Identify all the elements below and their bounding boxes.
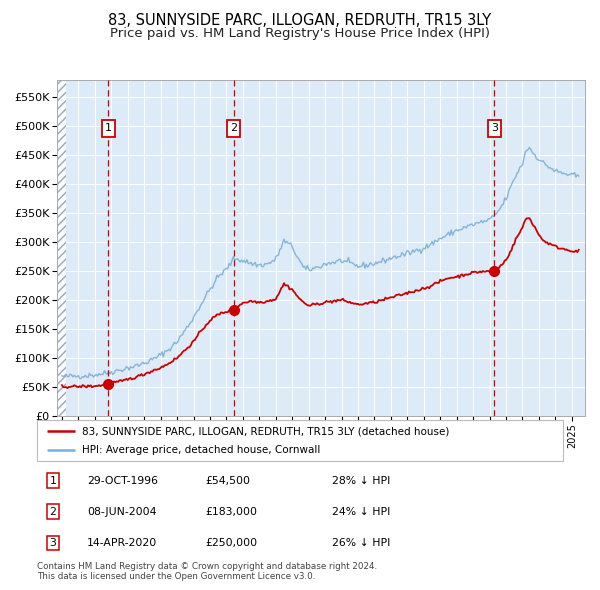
Text: 08-JUN-2004: 08-JUN-2004	[87, 507, 157, 517]
Text: 1: 1	[105, 123, 112, 133]
Bar	[57, 80, 66, 416]
Text: 2: 2	[50, 507, 56, 517]
Text: Price paid vs. HM Land Registry's House Price Index (HPI): Price paid vs. HM Land Registry's House …	[110, 27, 490, 40]
Text: £54,500: £54,500	[205, 476, 250, 486]
Text: 24% ↓ HPI: 24% ↓ HPI	[332, 507, 390, 517]
Text: £250,000: £250,000	[205, 538, 257, 548]
Text: 83, SUNNYSIDE PARC, ILLOGAN, REDRUTH, TR15 3LY (detached house): 83, SUNNYSIDE PARC, ILLOGAN, REDRUTH, TR…	[82, 426, 449, 436]
Text: Contains HM Land Registry data © Crown copyright and database right 2024.
This d: Contains HM Land Registry data © Crown c…	[37, 562, 377, 581]
Text: 26% ↓ HPI: 26% ↓ HPI	[332, 538, 390, 548]
Text: 28% ↓ HPI: 28% ↓ HPI	[332, 476, 390, 486]
Text: 3: 3	[50, 538, 56, 548]
Text: 83, SUNNYSIDE PARC, ILLOGAN, REDRUTH, TR15 3LY: 83, SUNNYSIDE PARC, ILLOGAN, REDRUTH, TR…	[109, 13, 491, 28]
Text: HPI: Average price, detached house, Cornwall: HPI: Average price, detached house, Corn…	[82, 445, 320, 455]
Text: £183,000: £183,000	[205, 507, 257, 517]
FancyBboxPatch shape	[37, 420, 563, 461]
Text: 29-OCT-1996: 29-OCT-1996	[87, 476, 158, 486]
Text: 2: 2	[230, 123, 237, 133]
Text: 1: 1	[50, 476, 56, 486]
Text: 14-APR-2020: 14-APR-2020	[87, 538, 157, 548]
Text: 3: 3	[491, 123, 498, 133]
